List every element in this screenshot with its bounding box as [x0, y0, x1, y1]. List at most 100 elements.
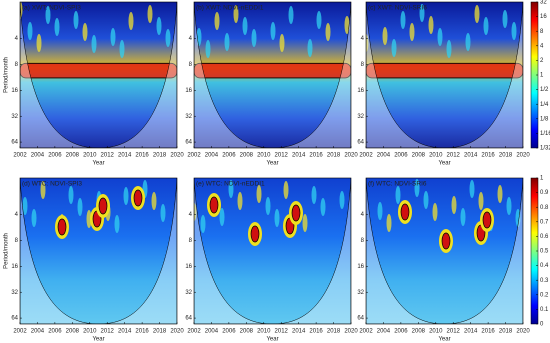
texture [147, 5, 153, 23]
blob-core [209, 196, 219, 214]
plot-area [366, 2, 523, 148]
x-tick-label: 2018 [327, 329, 341, 335]
colorbar-tick-label: 0.6 [540, 234, 549, 240]
x-tick-label: 2018 [327, 153, 341, 159]
texture [219, 208, 225, 226]
x-tick-label: 2004 [205, 329, 219, 335]
title: (c) XWT: NDVI-SRI6 [368, 5, 427, 12]
x-tick-label: 2016 [481, 329, 495, 335]
colorbar-tick-label: 1/4 [540, 102, 549, 108]
texture [68, 186, 74, 204]
x-tick-label: 2002 [13, 153, 27, 159]
colorbar-tick-label: 0.8 [540, 205, 549, 211]
colorbar-tick-label: 0.4 [540, 263, 549, 269]
x-tick-label: 2008 [240, 329, 254, 335]
y-tick-label: 32 [357, 290, 364, 296]
band [194, 63, 351, 78]
colorbar-tick-label: 32 [540, 0, 547, 6]
x-tick-label: 2008 [240, 153, 254, 159]
y-tick-label: 4 [189, 212, 193, 218]
texture [279, 34, 285, 52]
x-tick-label: 2008 [66, 153, 80, 159]
x-tick-label: 2016 [135, 153, 149, 159]
texture [506, 197, 512, 215]
x-tick-label: 2006 [394, 153, 408, 159]
texture [251, 29, 257, 47]
x-tick-label: 2008 [412, 153, 426, 159]
y-tick-label: 64 [11, 140, 18, 146]
x-tick-label: 2002 [13, 329, 27, 335]
texture [237, 192, 243, 210]
y-tick-label: 32 [185, 290, 192, 296]
frame [365, 1, 524, 149]
frame [193, 177, 352, 325]
x-tick-label: 2016 [481, 153, 495, 159]
title: (a) XWT: NDVI-SPI3 [22, 5, 81, 12]
texture [77, 198, 83, 216]
band-edge [194, 62, 351, 79]
texture [391, 39, 397, 57]
y-tick-label: 64 [185, 140, 192, 146]
y-tick-label: 32 [11, 114, 18, 120]
y-tick-label: 4 [361, 36, 365, 42]
texture [233, 5, 239, 23]
texture [409, 23, 415, 41]
blob-core [291, 204, 301, 222]
texture [228, 180, 234, 198]
texture [400, 11, 406, 29]
x-tick-label: 2010 [83, 329, 97, 335]
texture [311, 186, 317, 204]
x-tick-label: 2014 [464, 153, 478, 159]
texture [242, 17, 248, 35]
texture [344, 16, 350, 34]
texture [91, 35, 97, 53]
x-tick-label: 2014 [118, 329, 132, 335]
colorbar-tick-label: 0.2 [540, 292, 549, 298]
colorbar-tick-label: 0.7 [540, 219, 549, 225]
x-tick-label: 2018 [499, 329, 513, 335]
plot-area [20, 2, 177, 148]
x-tick-label: 2006 [222, 153, 236, 159]
blob-core [57, 218, 67, 236]
y-tick-label: 64 [357, 140, 364, 146]
texture [194, 203, 197, 221]
x-tick-label: 2014 [464, 329, 478, 335]
texture [339, 191, 345, 209]
colorbar-tick-label: 0.5 [540, 249, 549, 255]
band [20, 63, 177, 78]
colorbar-tick-label: 2 [540, 58, 544, 64]
band-edge [366, 62, 523, 79]
colorbar-tick-label: 1 [540, 73, 544, 79]
texture [86, 210, 92, 228]
y-tick-label: 16 [185, 264, 192, 270]
texture [45, 6, 51, 24]
frame [193, 1, 352, 149]
texture [151, 192, 157, 210]
y-tick-label: 8 [189, 62, 193, 68]
texture [119, 40, 125, 58]
texture [437, 28, 443, 46]
colorbar-tick-label: 0 [540, 322, 544, 328]
y-tick-label: 16 [11, 264, 18, 270]
y-tick-label: 8 [189, 238, 193, 244]
x-axis-label: Year [92, 337, 104, 343]
x-tick-label: 2020 [344, 329, 358, 335]
x-axis-label: Year [438, 161, 450, 167]
y-tick-label: 64 [185, 316, 192, 322]
x-tick-label: 2012 [447, 153, 461, 159]
colorbar-tick-label: 0.1 [540, 307, 549, 313]
x-tick-label: 2012 [275, 153, 289, 159]
texture [31, 209, 37, 227]
texture [451, 196, 457, 214]
y-tick-label: 4 [15, 36, 19, 42]
x-tick-label: 2010 [429, 329, 443, 335]
texture [36, 34, 42, 52]
colorbar-tick-label: 0.3 [540, 278, 549, 284]
y-tick-label: 16 [357, 264, 364, 270]
blob-core [98, 197, 108, 215]
x-tick-label: 2008 [412, 329, 426, 335]
texture [82, 23, 88, 41]
colorbar-tick-label: 0.9 [540, 190, 549, 196]
texture [160, 204, 166, 222]
texture [502, 10, 508, 28]
